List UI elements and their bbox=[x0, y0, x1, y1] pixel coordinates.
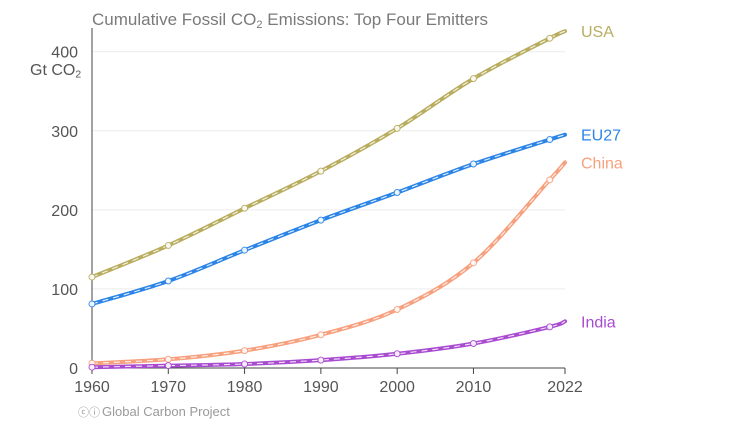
x-tick-label-1990: 1990 bbox=[303, 379, 339, 396]
data-point-usa-1960 bbox=[88, 273, 96, 281]
data-point-usa-1980 bbox=[241, 204, 249, 212]
series-line-china bbox=[90, 160, 567, 366]
y-axis-label: Gt CO2 bbox=[30, 62, 82, 81]
x-tick-label-1960: 1960 bbox=[74, 379, 110, 396]
data-point-china-1990 bbox=[317, 331, 325, 339]
series-dash-china bbox=[91, 162, 566, 364]
y-tick-label-300: 300 bbox=[51, 124, 78, 141]
y-tick-label-400: 400 bbox=[51, 45, 78, 62]
data-point-eu27-2000 bbox=[393, 188, 401, 196]
data-point-china-2010 bbox=[469, 259, 477, 267]
x-tick-label-2022: 2022 bbox=[547, 379, 583, 396]
series-dash-india bbox=[91, 320, 566, 368]
data-point-eu27-1970 bbox=[164, 277, 172, 285]
data-point-india-2010 bbox=[469, 339, 477, 347]
data-point-usa-1970 bbox=[164, 241, 172, 249]
y-tick-label-100: 100 bbox=[51, 282, 78, 299]
series-label-china: China bbox=[581, 155, 623, 172]
series-dash-eu27 bbox=[91, 134, 566, 305]
data-point-usa-2000 bbox=[393, 124, 401, 132]
data-point-usa-2020 bbox=[546, 34, 554, 42]
data-point-usa-2010 bbox=[469, 75, 477, 83]
credit: ⓒⓘ Global Carbon Project bbox=[78, 404, 230, 420]
data-point-china-1970 bbox=[164, 355, 172, 363]
data-point-usa-1990 bbox=[317, 167, 325, 175]
series-group bbox=[88, 29, 567, 371]
data-point-india-1970 bbox=[164, 362, 172, 370]
y-tick-label-200: 200 bbox=[51, 203, 78, 220]
data-point-eu27-1990 bbox=[317, 216, 325, 224]
data-point-china-1980 bbox=[241, 347, 249, 355]
data-point-china-2020 bbox=[546, 176, 554, 184]
x-tick-label-2000: 2000 bbox=[379, 379, 415, 396]
axes bbox=[91, 28, 566, 374]
data-point-eu27-1960 bbox=[88, 300, 96, 308]
data-point-india-2020 bbox=[546, 323, 554, 331]
data-point-china-2000 bbox=[393, 305, 401, 313]
series-dash-usa bbox=[91, 30, 566, 278]
data-point-eu27-1980 bbox=[241, 246, 249, 254]
tick-labels: 0 100 200 300 400 1960 1970 1980 1990 2000 2010 202… bbox=[51, 45, 583, 396]
cc-by-icon: ⓒⓘ bbox=[78, 407, 100, 419]
series-label-eu27: EU27 bbox=[581, 128, 621, 145]
credit-text: Global Carbon Project bbox=[102, 404, 230, 419]
data-point-india-1990 bbox=[317, 356, 325, 364]
data-point-india-2000 bbox=[393, 350, 401, 358]
grid-lines bbox=[92, 51, 565, 290]
data-point-india-1960 bbox=[88, 363, 96, 371]
data-point-india-1980 bbox=[241, 360, 249, 368]
x-tick-label-2010: 2010 bbox=[456, 379, 492, 396]
series-line-eu27 bbox=[90, 132, 567, 306]
chart-title: Cumulative Fossil CO2 Emissions: Top Fou… bbox=[92, 10, 489, 31]
series-labels: USA EU27 China India bbox=[581, 24, 623, 331]
series-label-usa: USA bbox=[581, 24, 614, 41]
x-tick-label-1970: 1970 bbox=[150, 379, 186, 396]
data-point-eu27-2020 bbox=[546, 135, 554, 143]
series-label-india: India bbox=[581, 314, 616, 331]
data-point-eu27-2010 bbox=[469, 160, 477, 168]
y-tick-label-0: 0 bbox=[69, 361, 78, 378]
x-tick-label-1980: 1980 bbox=[227, 379, 263, 396]
